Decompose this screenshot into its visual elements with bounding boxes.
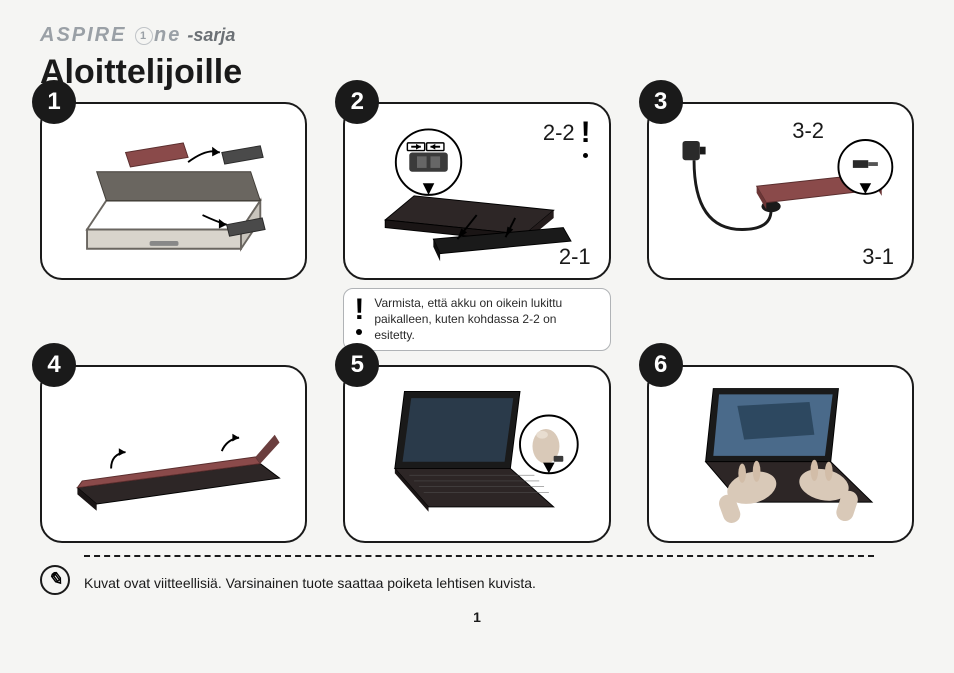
step-1: 1 <box>40 102 307 280</box>
step-2-label-bottom: 2-1 <box>559 244 591 270</box>
step-3-label-top: 3-2 <box>792 118 824 144</box>
step-2-card: 2-2! 2-1 <box>343 102 610 280</box>
step-1-badge: 1 <box>32 80 76 124</box>
unbox-illustration <box>52 114 295 268</box>
step-5: 5 <box>343 365 610 543</box>
brand-one-circle: 1 <box>135 27 153 45</box>
step-2-label-top: 2-2! <box>543 114 591 156</box>
brand-one-suffix: ne <box>154 24 181 46</box>
note-exclaim-icon: ! <box>352 295 366 335</box>
step-3: 3 3-2 3-1 <box>647 102 914 280</box>
battery-note: ! Varmista, että akku on oikein lukittu … <box>343 288 610 351</box>
footnote: ✎ Kuvat ovat viitteellisiä. Varsinainen … <box>40 565 914 595</box>
note-text: Varmista, että akku on oikein lukittu pa… <box>374 295 599 344</box>
power-on-illustration <box>355 377 598 531</box>
step-3-card: 3-2 3-1 <box>647 102 914 280</box>
step-2-badge: 2 <box>335 80 379 124</box>
typing-illustration <box>659 377 902 531</box>
step-2: 2 <box>343 102 610 280</box>
brand-main: ASPIRE <box>40 24 126 46</box>
step-6-badge: 6 <box>639 343 683 387</box>
grid-spacer-right <box>647 294 914 351</box>
exclaim-icon: ! <box>581 116 591 158</box>
step-6: 6 <box>647 365 914 543</box>
page-number: 1 <box>40 609 914 625</box>
open-lid-illustration <box>52 377 295 531</box>
note-icon: ✎ <box>40 565 70 595</box>
series-label: -sarja <box>187 25 235 46</box>
step-4: 4 <box>40 365 307 543</box>
step-3-badge: 3 <box>639 80 683 124</box>
step-1-card <box>40 102 307 280</box>
page-title: Aloittelijoille <box>40 53 914 92</box>
step-4-badge: 4 <box>32 343 76 387</box>
step-4-card <box>40 365 307 543</box>
step-5-card <box>343 365 610 543</box>
footnote-text: Kuvat ovat viitteellisiä. Varsinainen tu… <box>84 575 914 591</box>
brand-logo: ASPIRE 1ne <box>40 24 181 47</box>
header: ASPIRE 1ne -sarja <box>40 24 914 47</box>
footnote-divider <box>84 555 874 557</box>
grid-spacer-left <box>40 294 307 351</box>
step-3-label-bottom: 3-1 <box>862 244 894 270</box>
step-5-badge: 5 <box>335 343 379 387</box>
step-6-card <box>647 365 914 543</box>
steps-grid: 1 2 <box>40 102 914 543</box>
